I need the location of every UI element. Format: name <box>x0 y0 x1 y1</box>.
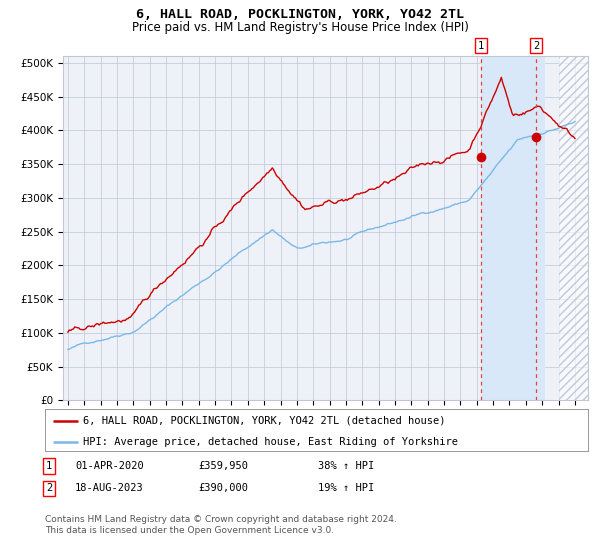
Text: 38% ↑ HPI: 38% ↑ HPI <box>318 461 374 471</box>
Text: 1: 1 <box>46 461 52 471</box>
Text: 18-AUG-2023: 18-AUG-2023 <box>75 483 144 493</box>
Bar <box>559 56 588 400</box>
Text: This data is licensed under the Open Government Licence v3.0.: This data is licensed under the Open Gov… <box>45 526 334 535</box>
Text: 2: 2 <box>533 41 539 51</box>
Text: 2: 2 <box>46 483 52 493</box>
Text: 01-APR-2020: 01-APR-2020 <box>75 461 144 471</box>
Text: Contains HM Land Registry data © Crown copyright and database right 2024.: Contains HM Land Registry data © Crown c… <box>45 515 397 524</box>
Text: 6, HALL ROAD, POCKLINGTON, YORK, YO42 2TL: 6, HALL ROAD, POCKLINGTON, YORK, YO42 2T… <box>136 8 464 21</box>
Text: 1: 1 <box>478 41 484 51</box>
Bar <box>559 56 588 400</box>
Bar <box>481 56 545 400</box>
Text: Price paid vs. HM Land Registry's House Price Index (HPI): Price paid vs. HM Land Registry's House … <box>131 21 469 34</box>
Text: £390,000: £390,000 <box>198 483 248 493</box>
Text: HPI: Average price, detached house, East Riding of Yorkshire: HPI: Average price, detached house, East… <box>83 437 458 446</box>
Text: £359,950: £359,950 <box>198 461 248 471</box>
Text: 6, HALL ROAD, POCKLINGTON, YORK, YO42 2TL (detached house): 6, HALL ROAD, POCKLINGTON, YORK, YO42 2T… <box>83 416 446 426</box>
Text: 19% ↑ HPI: 19% ↑ HPI <box>318 483 374 493</box>
